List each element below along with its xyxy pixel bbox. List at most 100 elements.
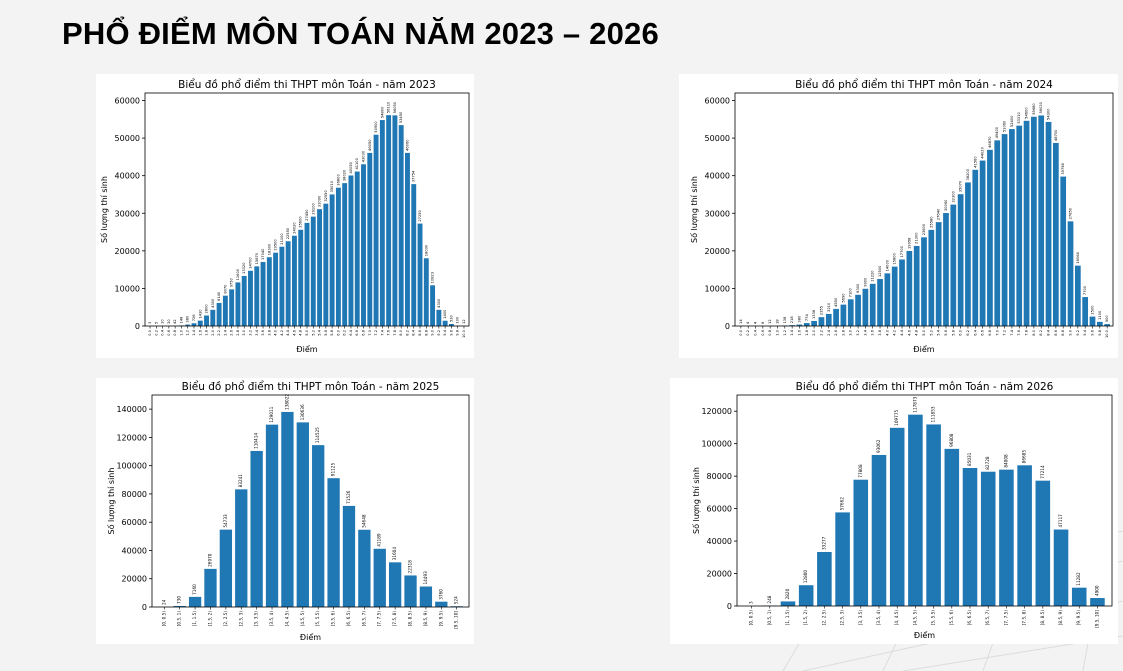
x-tick-label: 2.0 [211,329,215,335]
data-label: 18300 [267,243,271,255]
bar [386,115,392,326]
x-tick-label: 5.6 [324,329,328,335]
x-tick-label: [2.5, 3) [238,611,243,627]
x-tick-label: 2.8 [236,329,240,335]
x-tick-label: [2.5, 3) [840,610,845,626]
bar [235,489,248,607]
bar [987,149,993,326]
data-label: 27250 [418,209,422,221]
bar [235,282,241,326]
bar [342,505,356,607]
bar [281,411,294,607]
bar [1009,129,1015,326]
bar [877,279,883,326]
data-label: 726 [192,314,196,322]
x-tick-label: 4.4 [900,329,904,335]
y-tick-label: 40000 [115,172,140,181]
bar [266,257,272,326]
bar [367,152,373,326]
x-tick-label: 4.6 [292,329,296,335]
bar [994,140,1001,326]
data-label: 5 [154,322,158,324]
x-tick-label: 5.8 [330,329,334,335]
x-tick-label: 9.2 [1076,330,1080,336]
data-label: 16064 [1076,251,1080,263]
bar [191,323,197,326]
x-tick-label: 7.8 [393,329,397,335]
data-label: 19500 [274,239,278,251]
x-tick-label: 8.0 [1032,329,1036,335]
data-label: 8300 [856,283,860,293]
data-label: 8070 [223,284,227,294]
bar [448,324,454,326]
bar [1096,321,1103,326]
x-tick-label: 3.6 [261,329,265,335]
data-label: 53310 [1017,112,1021,124]
x-tick-label: [7, 7.5) [377,611,382,627]
x-tick-label: 1.0 [179,329,183,335]
x-tick-label: [9.5, 10] [454,611,459,629]
bar [436,309,442,326]
bar [291,235,297,326]
x-tick-label: 1.0 [775,329,779,335]
data-label: 96808 [949,433,954,447]
bar [891,266,898,326]
x-tick-label: 5.4 [937,329,941,335]
bar [379,120,385,326]
data-label: 2355 [819,306,823,315]
bar [219,529,233,607]
data-label: 56110 [387,101,391,113]
data-label: 248 [767,595,772,603]
bar [310,216,316,326]
data-label: 85031 [967,452,972,466]
x-tick-label: [5, 5.5) [315,611,320,627]
x-tick-label: 0.0 [148,329,152,335]
bar [1053,142,1059,326]
data-label: 19958 [907,237,911,249]
bar [392,115,398,326]
data-label: 18030 [424,244,428,256]
data-label: 91125 [331,463,336,477]
data-label: 5690 [841,293,845,303]
y-tick-label: 10000 [115,284,140,293]
data-label: 24 [161,599,166,605]
x-tick-label: [7.5, 8) [1022,610,1027,626]
x-tick-label: [0, 0.5) [161,611,166,627]
x-tick-label: 3.2 [248,330,252,336]
bar [789,325,795,326]
x-tick-label: [4.5, 5) [300,611,305,627]
x-tick-label: [1, 1.5) [192,611,197,627]
bar [798,585,814,606]
data-label: 15870 [255,252,259,264]
x-tick-label: 9.6 [449,329,453,335]
x-tick-label: [3.5, 4) [269,611,274,627]
data-label: 41189 [377,533,382,547]
data-label: 86685 [1022,450,1027,464]
bar [204,568,217,607]
x-tick-label: [8.5, 9) [423,611,428,627]
data-label: 54600 [1025,107,1029,119]
bar [1071,587,1087,606]
data-label: 46050 [368,139,372,151]
x-tick-label: 6.2 [343,330,347,336]
data-label: 33277 [821,536,826,550]
data-label: 22318 [408,560,413,574]
x-tick-label: 8.2 [405,330,409,336]
bar [442,320,448,326]
data-label: 38200 [966,168,970,180]
bar [835,512,850,606]
x-tick-label: [0.5, 1) [767,610,772,626]
y-axis-label: Số lượng thí sinh [691,467,701,534]
bar [1053,529,1069,606]
data-label: 12 [768,319,772,324]
x-tick-label: 3.8 [878,329,882,335]
x-tick-label: 1.8 [805,329,809,335]
data-label: 2800 [205,304,209,314]
bar [1045,121,1052,326]
x-tick-label: 4.2 [893,330,897,336]
x-tick-label: 3.4 [255,329,259,335]
chart-title: Biểu đồ phổ điểm thi THPT môn Toán - năm… [182,380,440,393]
x-tick-label: [3.5, 4) [876,610,881,626]
data-label: 71526 [346,490,351,504]
bar [1017,465,1032,606]
